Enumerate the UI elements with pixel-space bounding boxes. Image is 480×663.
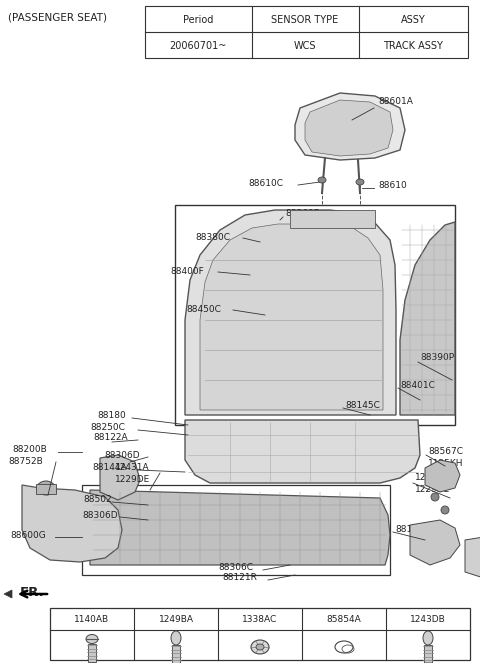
- Text: 88250C: 88250C: [90, 424, 125, 432]
- Text: 12431A: 12431A: [415, 473, 450, 483]
- Text: Period: Period: [183, 15, 213, 25]
- Ellipse shape: [356, 179, 364, 185]
- Text: 88567C: 88567C: [428, 448, 463, 457]
- Text: 1243DB: 1243DB: [410, 615, 446, 623]
- Text: 88180: 88180: [97, 410, 126, 420]
- Text: SENSOR TYPE: SENSOR TYPE: [271, 15, 338, 25]
- Text: 88610: 88610: [378, 180, 407, 190]
- Polygon shape: [4, 590, 12, 598]
- Bar: [82, 485, 390, 575]
- Polygon shape: [465, 536, 480, 580]
- Text: 88752B: 88752B: [8, 457, 43, 467]
- Bar: [172, 645, 180, 663]
- Text: 88306D: 88306D: [104, 450, 140, 459]
- Text: WCS: WCS: [294, 41, 316, 51]
- Text: 88122A: 88122A: [93, 432, 128, 442]
- Text: 88502: 88502: [83, 495, 112, 505]
- Polygon shape: [400, 222, 455, 415]
- Text: FR.: FR.: [20, 585, 45, 599]
- Bar: [175, 205, 455, 425]
- Polygon shape: [410, 520, 460, 565]
- Text: 1229DE: 1229DE: [115, 475, 150, 483]
- Text: 88390P: 88390P: [420, 353, 454, 363]
- Text: 88121R: 88121R: [222, 573, 257, 583]
- Polygon shape: [425, 460, 460, 492]
- Text: 88360B: 88360B: [285, 210, 320, 219]
- Ellipse shape: [431, 493, 439, 501]
- Ellipse shape: [171, 631, 181, 645]
- Ellipse shape: [423, 631, 433, 645]
- Polygon shape: [185, 420, 420, 483]
- Bar: [88, 644, 96, 662]
- Polygon shape: [90, 490, 390, 565]
- Text: ASSY: ASSY: [401, 15, 425, 25]
- Text: 12431A: 12431A: [115, 463, 150, 473]
- Polygon shape: [22, 485, 122, 562]
- Text: 1229DE: 1229DE: [415, 485, 450, 493]
- Text: 1338AC: 1338AC: [242, 615, 277, 623]
- Ellipse shape: [37, 481, 55, 495]
- Text: 88306D: 88306D: [82, 511, 118, 520]
- Text: 88401C: 88401C: [400, 381, 435, 389]
- Text: 1140AB: 1140AB: [74, 615, 109, 623]
- Text: 20060701~: 20060701~: [169, 41, 227, 51]
- Bar: [145, 6, 468, 58]
- Text: 88600G: 88600G: [10, 530, 46, 540]
- Text: 88601A: 88601A: [378, 97, 413, 107]
- Polygon shape: [100, 455, 140, 500]
- Text: 88306C: 88306C: [218, 564, 253, 572]
- Ellipse shape: [256, 644, 264, 650]
- Bar: [424, 645, 432, 663]
- Text: 1125KH: 1125KH: [428, 459, 464, 467]
- Bar: [290, 210, 375, 228]
- Text: 88200B: 88200B: [12, 446, 47, 455]
- Text: 88450C: 88450C: [186, 306, 221, 314]
- Polygon shape: [200, 224, 383, 410]
- Text: 1249BA: 1249BA: [158, 615, 193, 623]
- Polygon shape: [185, 210, 396, 415]
- Ellipse shape: [86, 634, 98, 644]
- Bar: [50, 608, 470, 660]
- Polygon shape: [295, 93, 405, 160]
- Text: 88400F: 88400F: [170, 267, 204, 276]
- Text: 85854A: 85854A: [326, 615, 361, 623]
- Text: 88144A: 88144A: [92, 463, 127, 473]
- Bar: [36, 484, 56, 494]
- Text: TRACK ASSY: TRACK ASSY: [383, 41, 443, 51]
- Ellipse shape: [251, 640, 269, 654]
- Text: 88195B: 88195B: [395, 526, 430, 534]
- Text: 88380C: 88380C: [195, 233, 230, 243]
- Text: (PASSENGER SEAT): (PASSENGER SEAT): [8, 13, 107, 23]
- Text: 88610C: 88610C: [248, 178, 283, 188]
- Polygon shape: [305, 100, 393, 156]
- Ellipse shape: [441, 506, 449, 514]
- Text: 88145C: 88145C: [345, 400, 380, 410]
- Ellipse shape: [318, 177, 326, 183]
